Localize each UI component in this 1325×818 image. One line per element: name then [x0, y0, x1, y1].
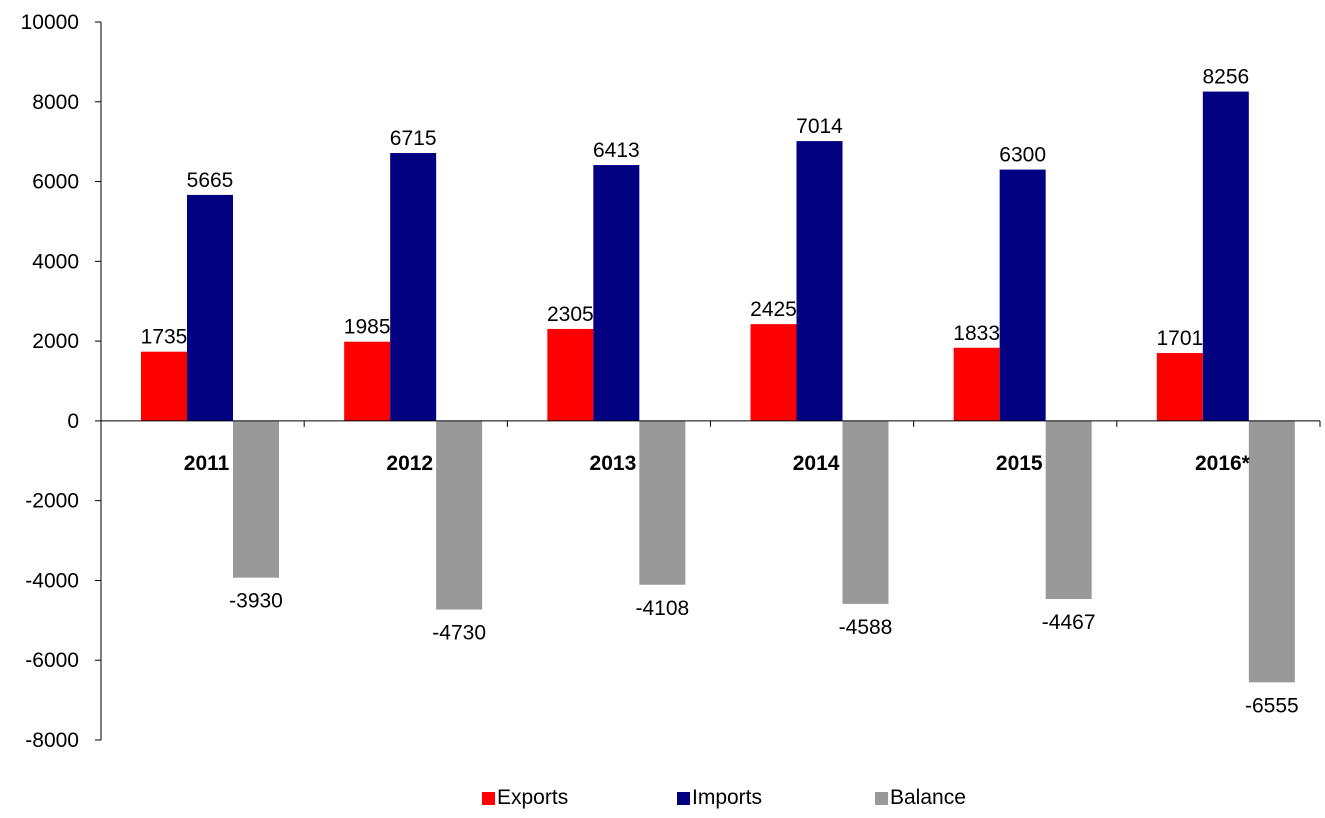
y-tick-label: 6000: [32, 171, 79, 194]
data-label-balance-2013: -4108: [635, 597, 689, 620]
bars-layer: [141, 91, 1295, 683]
y-tick-label: -8000: [25, 729, 79, 752]
x-category-label: 2014: [793, 452, 840, 475]
legend-label-exports: Exports: [497, 786, 568, 809]
labels-layer: 1735 1985 2305 2425 1833 1701 5665 6715 6413 7014…: [141, 66, 1299, 718]
y-tick-label: 10000: [21, 11, 79, 34]
data-label-exports-2013: 2305: [547, 303, 594, 326]
bar-exports-2015: [953, 347, 1000, 421]
data-label-balance-2015: -4467: [1042, 611, 1096, 634]
bar-balance-2015: [1045, 420, 1092, 600]
legend-label-balance: Balance: [890, 786, 966, 809]
legend-swatch-exports: [482, 792, 495, 805]
y-tick-label: -4000: [25, 569, 79, 592]
data-label-balance-2012: -4730: [432, 622, 486, 645]
y-tick-label: -6000: [25, 649, 79, 672]
bar-exports-2013: [547, 328, 594, 421]
bar-imports-2014: [796, 141, 843, 421]
data-label-exports-2014: 2425: [750, 298, 797, 321]
data-label-imports-2014: 7014: [796, 115, 843, 138]
data-label-exports-2015: 1833: [953, 322, 1000, 345]
bar-exports-2016: [1156, 353, 1203, 421]
data-label-balance-2014: -4588: [839, 616, 893, 639]
x-category-label: 2016*: [1195, 452, 1251, 475]
y-tick-label: 4000: [32, 250, 79, 273]
legend: Exports Imports Balance: [482, 786, 966, 809]
bar-imports-2015: [999, 169, 1046, 421]
data-label-imports-2012: 6715: [390, 127, 437, 150]
data-label-imports-2011: 5665: [187, 169, 234, 192]
bar-balance-2013: [639, 420, 686, 585]
bar-exports-2011: [141, 351, 187, 421]
legend-swatch-balance: [875, 792, 888, 805]
bar-imports-2011: [187, 194, 233, 421]
x-category-label: 2011: [184, 452, 230, 475]
x-category-label: 2015: [996, 452, 1043, 475]
bar-imports-2013: [593, 165, 640, 421]
axis-layer: 10000 8000 6000 4000 2000 0 -2000 -4000 -6000 -80…: [21, 11, 1321, 752]
bar-imports-2016: [1202, 91, 1249, 421]
bar-balance-2011: [233, 420, 279, 578]
y-tick-label: 0: [67, 410, 79, 433]
data-label-imports-2015: 6300: [999, 144, 1046, 167]
bar-balance-2014: [842, 420, 889, 604]
x-category-label: 2012: [386, 452, 433, 475]
bar-exports-2012: [344, 341, 391, 421]
data-label-exports-2012: 1985: [344, 316, 391, 339]
data-label-imports-2013: 6413: [593, 139, 640, 162]
y-tick-label: -2000: [25, 490, 79, 513]
x-category-label: 2013: [590, 452, 637, 475]
data-label-imports-2016: 8256: [1202, 66, 1249, 89]
legend-label-imports: Imports: [692, 786, 762, 809]
legend-swatch-imports: [677, 792, 690, 805]
data-label-exports-2011: 1735: [141, 326, 188, 349]
bar-balance-2012: [436, 420, 483, 610]
bar-balance-2016: [1248, 420, 1295, 683]
bar-exports-2014: [750, 324, 797, 421]
data-label-exports-2016: 1701: [1156, 327, 1203, 350]
y-tick-label: 8000: [32, 91, 79, 114]
data-label-balance-2016: -6555: [1245, 694, 1299, 717]
bar-imports-2012: [390, 153, 437, 421]
y-tick-label: 2000: [32, 330, 79, 353]
data-label-balance-2011: -3930: [229, 590, 283, 613]
